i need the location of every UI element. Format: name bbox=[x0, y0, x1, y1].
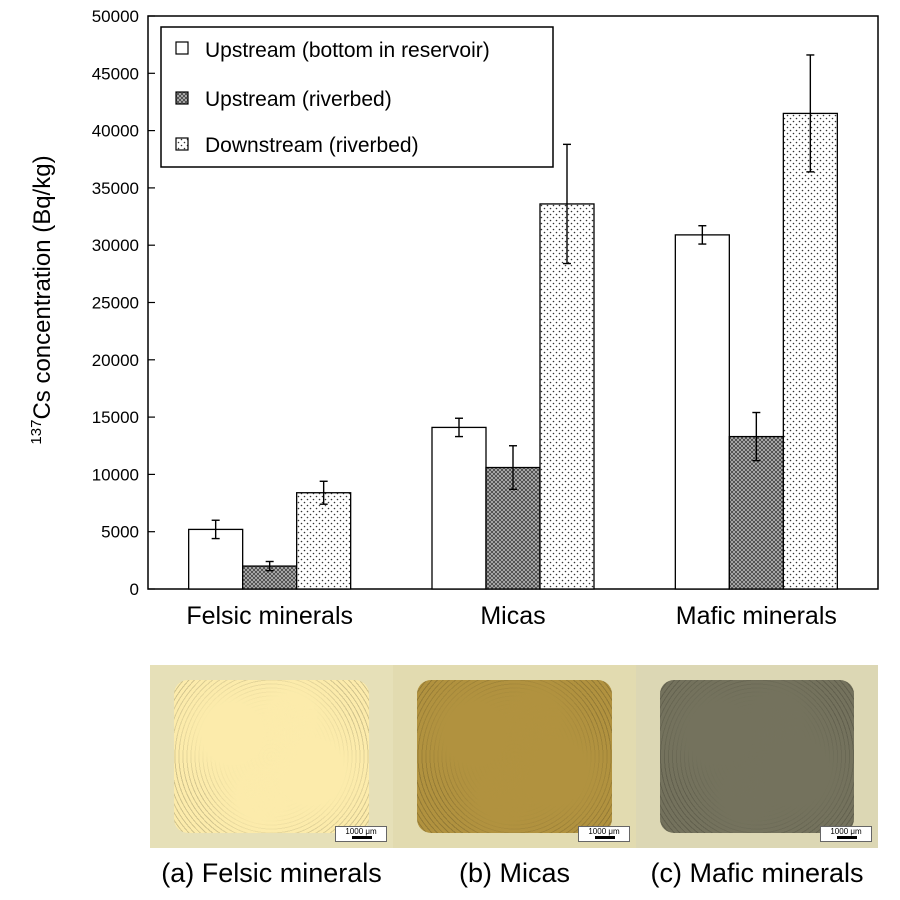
x-category-label: Felsic minerals bbox=[186, 602, 353, 630]
y-tick-label: 10000 bbox=[92, 465, 139, 484]
scale-bar-label: 1000 μm bbox=[588, 827, 620, 836]
bar-micas-s2 bbox=[539, 203, 595, 590]
bar-felsic-minerals-s0 bbox=[188, 528, 244, 590]
felsic-mineral-grains bbox=[174, 679, 369, 834]
y-tick-label: 40000 bbox=[92, 122, 139, 141]
legend-label-upstream-riverbed: Upstream (riverbed) bbox=[205, 88, 392, 111]
y-tick-label: 45000 bbox=[92, 64, 139, 83]
scale-bar: 1000 μm bbox=[578, 826, 630, 842]
bar-mafic-minerals-s1 bbox=[728, 435, 784, 590]
x-category-label: Mafic minerals bbox=[676, 602, 837, 630]
y-tick-label: 30000 bbox=[92, 236, 139, 255]
bar-mafic-minerals-s0 bbox=[674, 234, 730, 590]
y-tick-label: 20000 bbox=[92, 351, 139, 370]
scale-bar-line bbox=[837, 836, 857, 839]
legend-label-downstream-riverbed: Downstream (riverbed) bbox=[205, 134, 419, 157]
caption-mafic-minerals: (c) Mafic minerals bbox=[650, 858, 864, 888]
legend: Upstream (bottom in reservoir) Upstream … bbox=[160, 26, 554, 168]
legend-box bbox=[160, 26, 554, 168]
scale-bar-label: 1000 μm bbox=[345, 827, 377, 836]
bar-mafic-minerals-s2 bbox=[782, 112, 838, 590]
bar-micas-s0 bbox=[431, 426, 487, 590]
caption-felsic-minerals: (a) Felsic minerals bbox=[161, 858, 382, 888]
y-axis-label: 137Cs concentration (Bq/kg) bbox=[28, 155, 56, 444]
y-axis-label-superscript: 137 bbox=[28, 420, 45, 445]
y-tick-label: 5000 bbox=[101, 523, 139, 542]
y-tick-label: 35000 bbox=[92, 179, 139, 198]
legend-swatch-upstream-reservoir bbox=[175, 41, 189, 55]
photo-felsic-minerals: 1000 μm bbox=[150, 665, 393, 848]
y-tick-label: 25000 bbox=[92, 294, 139, 313]
mineral-photo-row: 1000 μm 1000 μm 1000 μm bbox=[150, 665, 878, 848]
scale-bar-line bbox=[352, 836, 372, 839]
legend-swatch-downstream-riverbed bbox=[175, 137, 189, 151]
legend-swatch-upstream-riverbed bbox=[175, 91, 189, 105]
photo-micas: 1000 μm bbox=[393, 665, 636, 848]
scale-bar-label: 1000 μm bbox=[830, 827, 862, 836]
y-axis-label-text: Cs concentration (Bq/kg) bbox=[29, 155, 56, 419]
x-category-label: Micas bbox=[480, 602, 545, 630]
bar-chart: 0 5000 10000 15000 20000 25000 30000 35000 40000… bbox=[28, 7, 879, 630]
caption-micas: (b) Micas bbox=[458, 858, 570, 888]
bar-felsic-minerals-s2 bbox=[296, 492, 352, 590]
mica-grains bbox=[417, 679, 612, 834]
y-tick-label: 0 bbox=[130, 580, 139, 599]
scale-bar-line bbox=[595, 836, 615, 839]
y-tick-label: 15000 bbox=[92, 408, 139, 427]
photo-mafic-minerals: 1000 μm bbox=[636, 665, 878, 848]
scale-bar: 1000 μm bbox=[820, 826, 872, 842]
y-tick-label: 50000 bbox=[92, 7, 139, 26]
mafic-mineral-grains bbox=[660, 679, 854, 834]
legend-label-upstream-reservoir: Upstream (bottom in reservoir) bbox=[205, 39, 490, 62]
scale-bar: 1000 μm bbox=[335, 826, 387, 842]
